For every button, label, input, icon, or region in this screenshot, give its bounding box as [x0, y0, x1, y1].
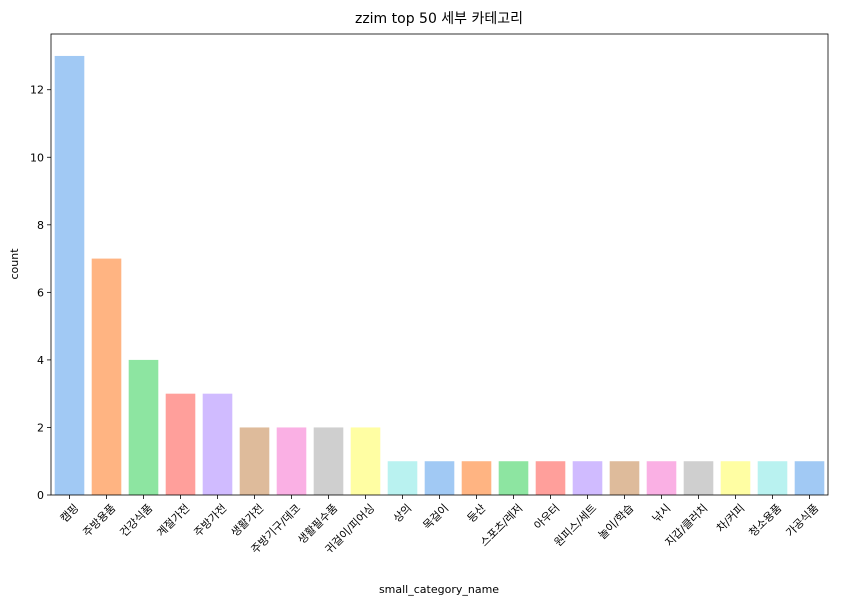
bar-20	[794, 461, 825, 495]
bar-12	[498, 461, 529, 495]
y-tick-label: 2	[37, 421, 44, 434]
bar-3	[165, 393, 196, 495]
bar-17	[683, 461, 714, 495]
bar-7	[313, 427, 344, 495]
bar-10	[424, 461, 455, 495]
x-tick-label: 아우터	[532, 502, 563, 533]
bar-15	[609, 461, 640, 495]
y-tick-label: 6	[37, 286, 44, 299]
x-tick-label: 차/커피	[714, 502, 747, 535]
x-tick-label: 가공식품	[783, 502, 821, 540]
y-tick-label: 8	[37, 219, 44, 232]
bar-6	[276, 427, 307, 495]
bar-13	[535, 461, 566, 495]
x-tick-label: 놀이/학습	[596, 502, 636, 542]
x-tick-label: 등산	[465, 502, 489, 526]
bar-19	[757, 461, 788, 495]
bars-group	[54, 55, 825, 495]
x-tick-label: 낚시	[650, 502, 674, 526]
bar-0	[54, 55, 85, 495]
bar-18	[720, 461, 751, 495]
bar-2	[128, 359, 159, 495]
x-tick-label: 계절가전	[154, 502, 192, 540]
y-axis: 0 2 4 6 8 10 12	[30, 84, 51, 502]
x-tick-label: 캠핑	[58, 502, 82, 526]
x-tick-label: 목걸이	[421, 502, 452, 533]
y-tick-label: 4	[37, 354, 44, 367]
bar-4	[202, 393, 233, 495]
bar-9	[387, 461, 418, 495]
y-axis-label: count	[8, 248, 21, 280]
x-tick-label: 상의	[391, 502, 415, 526]
x-axis-label: small_category_name	[379, 583, 499, 596]
x-tick-label: 생활가전	[228, 501, 267, 540]
y-tick-label: 10	[30, 151, 44, 164]
x-tick-label: 주방가전	[191, 502, 229, 540]
bar-16	[646, 461, 677, 495]
chart-title: zzim top 50 세부 카테고리	[355, 11, 523, 27]
bar-5	[239, 427, 270, 495]
bar-14	[572, 461, 603, 495]
bar-1	[91, 258, 122, 495]
x-tick-label: 청소용품	[746, 502, 784, 540]
x-axis: 캠핑 주방용품 건강식품 계절가전 주방가전 생활가전주방기구/데코생활필수품귀걸이/피어…	[58, 495, 821, 556]
bar-11	[461, 461, 492, 495]
x-tick-label: 주방용품	[80, 502, 118, 540]
y-tick-label: 0	[37, 489, 44, 502]
bar-8	[350, 427, 381, 495]
x-tick-label: 건강식품	[117, 502, 155, 540]
y-tick-label: 12	[30, 84, 44, 97]
